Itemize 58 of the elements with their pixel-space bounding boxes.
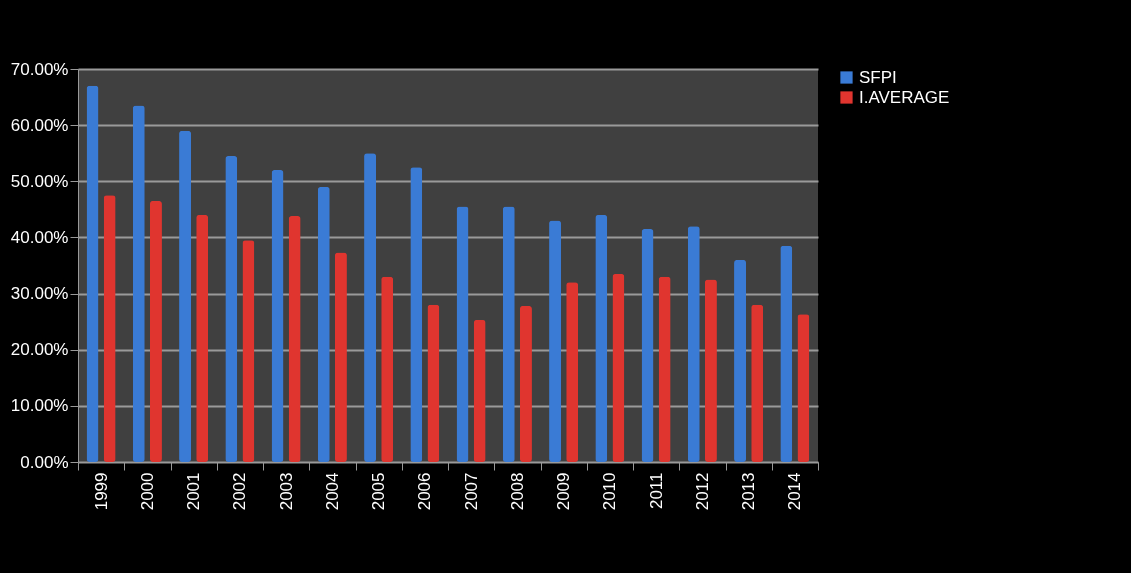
bar [751,304,764,462]
x-tick-label: 2012 [692,472,712,511]
x-tick-label: 2000 [137,472,157,511]
x-tick-label: 2011 [646,472,666,510]
y-tick-label: 70.00% [10,59,69,79]
bar [364,153,377,462]
y-tick-label: 10.00% [10,396,69,416]
y-tick-label: 30.00% [10,284,69,304]
bar [734,259,747,462]
bar [641,229,654,462]
x-tick-label: 2008 [507,472,527,511]
bar [566,282,579,462]
bar [780,245,793,462]
bar [381,276,394,462]
bar [288,216,301,462]
bar [103,195,116,462]
bar [797,314,810,462]
bar [225,156,238,462]
bar [334,252,347,462]
bar [179,130,192,462]
bar [549,220,562,462]
x-tick-label: 2014 [785,472,805,511]
x-tick-label: 2002 [230,472,250,511]
x-tick-label: 2013 [739,472,759,511]
bar [196,214,209,462]
bar [473,319,486,462]
legend-label: I.AVERAGE [859,87,950,107]
x-tick-label: 2007 [461,472,481,511]
x-tick-label: 2009 [554,472,574,511]
bar [132,105,145,462]
bar [149,200,162,462]
x-tick-label: 2005 [369,472,389,511]
bar [658,276,671,462]
bar [427,304,440,462]
y-tick-label: 50.00% [10,171,69,191]
y-tick-label: 0.00% [20,452,69,472]
bar [595,214,608,462]
x-tick-label: 2001 [184,472,204,511]
legend-label: SFPI [859,67,897,87]
bar [704,279,717,462]
bar [612,273,625,462]
y-tick-label: 20.00% [10,340,69,360]
x-tick-label: 2003 [276,472,296,511]
bar [242,240,255,462]
bar [502,206,515,462]
x-tick-label: 2010 [600,472,620,511]
y-tick-label: 60.00% [10,115,69,135]
bar [687,226,700,462]
y-tick-label: 40.00% [10,227,69,247]
bar [271,170,284,462]
bar [519,305,532,462]
bar [410,167,423,462]
bar [317,186,330,462]
bar [86,85,99,462]
bar [456,206,469,462]
x-tick-label: 2006 [415,472,435,511]
x-tick-label: 1999 [91,472,111,511]
x-tick-label: 2004 [322,472,342,511]
